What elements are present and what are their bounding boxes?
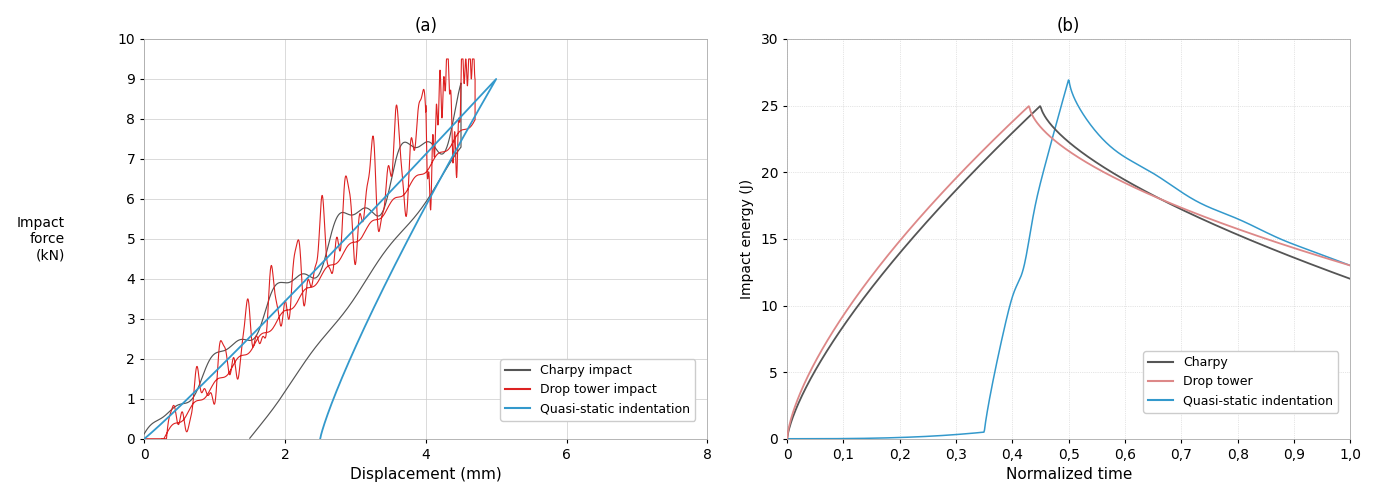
Legend: Charpy impact, Drop tower impact, Quasi-static indentation: Charpy impact, Drop tower impact, Quasi-… [500,359,696,421]
Y-axis label: Impact energy (J): Impact energy (J) [740,179,754,299]
Title: (b): (b) [1057,16,1080,34]
Y-axis label: Impact
force
(kN): Impact force (kN) [17,216,65,262]
X-axis label: Displacement (mm): Displacement (mm) [350,468,502,483]
Legend: Charpy, Drop tower, Quasi-static indentation: Charpy, Drop tower, Quasi-static indenta… [1144,351,1338,413]
X-axis label: Normalized time: Normalized time [1006,468,1131,483]
Title: (a): (a) [415,16,437,34]
